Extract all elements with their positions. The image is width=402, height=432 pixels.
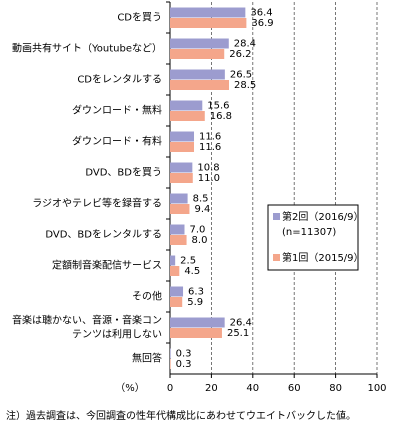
bar bbox=[170, 7, 246, 18]
value-label: 2.5 bbox=[180, 256, 196, 267]
value-label: 5.9 bbox=[187, 297, 203, 308]
value-label: 26.5 bbox=[230, 70, 252, 81]
value-label: 9.4 bbox=[194, 204, 210, 215]
x-tick-label: 0 bbox=[167, 383, 173, 394]
y-tick-label: ラジオやテレビ等を録音する bbox=[32, 197, 162, 210]
x-tick-label: 80 bbox=[329, 383, 342, 394]
bar bbox=[170, 69, 225, 80]
y-tick-label: ダウンロード・無料 bbox=[72, 104, 162, 117]
bar bbox=[170, 18, 247, 28]
value-label: 25.1 bbox=[227, 328, 249, 339]
value-label: 7.0 bbox=[189, 225, 205, 236]
bar bbox=[170, 255, 176, 266]
value-label: 36.9 bbox=[251, 18, 273, 29]
legend-swatch bbox=[273, 213, 280, 220]
y-tick-label: DVD、BDを買う bbox=[85, 167, 162, 179]
bar bbox=[170, 286, 184, 297]
value-label: 36.4 bbox=[250, 8, 272, 19]
x-tick-label: 60 bbox=[288, 383, 301, 394]
legend-label: 第2回（2016/9） bbox=[282, 210, 364, 223]
bar bbox=[170, 317, 225, 328]
bar bbox=[170, 193, 188, 204]
y-tick-label: 動画共有サイト（Youtubeなど） bbox=[12, 42, 162, 55]
bar bbox=[170, 328, 222, 338]
bar bbox=[170, 235, 187, 245]
bar bbox=[170, 38, 229, 49]
value-label: 4.5 bbox=[184, 266, 200, 277]
legend-swatch bbox=[273, 254, 280, 261]
value-label: 11.6 bbox=[199, 132, 221, 143]
value-label: 28.4 bbox=[234, 39, 256, 50]
bar bbox=[170, 359, 171, 369]
value-label: 16.8 bbox=[210, 111, 232, 122]
bar bbox=[170, 224, 185, 235]
x-tick-label: 20 bbox=[205, 383, 218, 394]
bar bbox=[170, 204, 190, 214]
value-label: 0.3 bbox=[176, 359, 192, 370]
bar bbox=[170, 173, 193, 183]
footnote: 注）過去調査は、今回調査の性年代構成比にあわせてウエイトバックした値。 bbox=[6, 409, 356, 422]
value-label: 28.5 bbox=[234, 80, 256, 91]
value-label: 10.8 bbox=[197, 163, 219, 174]
x-tick-label: 40 bbox=[246, 383, 259, 394]
value-label: 6.3 bbox=[188, 287, 204, 298]
y-tick-label: 無回答 bbox=[132, 352, 162, 365]
bar bbox=[170, 80, 229, 90]
y-tick-label: CDを買う bbox=[117, 12, 162, 24]
value-label: 8.5 bbox=[193, 194, 209, 205]
value-label: 11.6 bbox=[199, 142, 221, 153]
bar bbox=[170, 348, 171, 359]
value-label: 26.4 bbox=[230, 318, 252, 329]
y-tick-label: ダウンロード・有料 bbox=[72, 135, 162, 148]
bar bbox=[170, 49, 225, 59]
value-label: 0.3 bbox=[176, 349, 192, 360]
y-tick-label: CDをレンタルする bbox=[77, 74, 162, 86]
y-tick-label: DVD、BDをレンタルする bbox=[45, 229, 162, 241]
x-tick-label: 100 bbox=[367, 383, 386, 394]
y-tick-label: 音楽は聴かない、音源・音楽コンテンツは利用しない bbox=[12, 314, 162, 341]
bar bbox=[170, 100, 203, 111]
legend-note: (n=11307) bbox=[282, 227, 336, 238]
y-tick-label: その他 bbox=[132, 290, 162, 303]
bar bbox=[170, 162, 193, 173]
bar bbox=[170, 111, 205, 121]
y-tick-label: 定額制音楽配信サービス bbox=[52, 259, 162, 272]
bar bbox=[170, 142, 195, 152]
value-label: 11.0 bbox=[198, 173, 220, 184]
bar bbox=[170, 266, 180, 276]
value-label: 15.6 bbox=[207, 101, 229, 112]
legend-box bbox=[267, 204, 359, 271]
x-axis-label: （%） bbox=[115, 382, 145, 394]
bar bbox=[170, 131, 195, 142]
bar bbox=[170, 297, 183, 307]
value-label: 8.0 bbox=[192, 235, 208, 246]
legend-label: 第1回（2015/9） bbox=[282, 251, 364, 264]
value-label: 26.2 bbox=[229, 49, 251, 60]
